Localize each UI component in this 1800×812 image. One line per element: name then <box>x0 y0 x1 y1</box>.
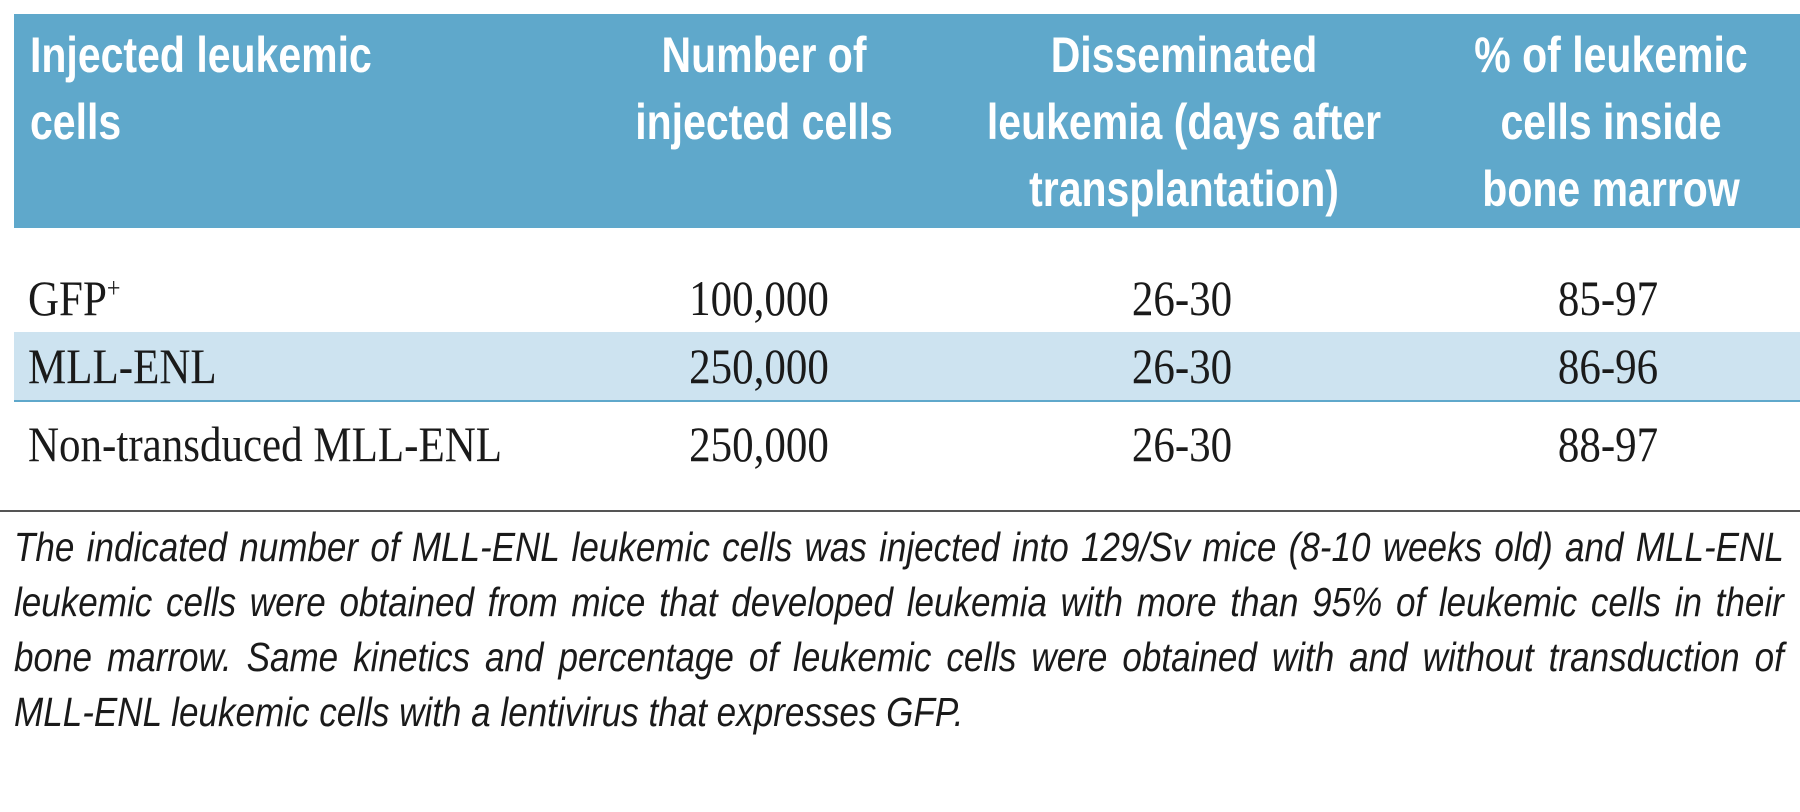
cell-injected-cells: MLL-ENL <box>28 332 217 400</box>
cell-text: 86-96 <box>1557 338 1659 394</box>
header-injected-leukemic-cells: Injected leukemic cells <box>30 22 372 156</box>
header-line: % of leukemic <box>1474 27 1748 83</box>
table-row: MLL-ENL 250,000 26-30 86-96 <box>14 332 1800 402</box>
header-line: Number of <box>661 27 867 83</box>
table-row: GFP+ 100,000 26-30 85-97 <box>14 264 1800 332</box>
cell-text: 26-30 <box>1131 416 1233 472</box>
header-line: cells inside <box>1500 94 1722 150</box>
header-line: injected cells <box>635 94 893 150</box>
table-body: GFP+ 100,000 26-30 85-97 MLL-ENL 250,000… <box>14 264 1800 478</box>
header-line: cells <box>30 94 122 150</box>
cell-text: 26-30 <box>1131 338 1233 394</box>
table-row: Non-transduced MLL-ENL 250,000 26-30 88-… <box>14 410 1800 478</box>
cell-text: Non-transduced MLL-ENL <box>28 416 503 472</box>
cell-text: 88-97 <box>1557 416 1659 472</box>
header-line: Disseminated <box>1050 27 1318 83</box>
table-footnote: The indicated number of MLL-ENL leukemic… <box>14 520 1800 740</box>
cell-text: GFP <box>28 270 107 326</box>
cell-text: 250,000 <box>689 416 829 472</box>
cell-text: MLL-ENL <box>28 338 217 394</box>
table-bottom-rule <box>0 510 1800 512</box>
header-line: leukemia (days after <box>986 94 1382 150</box>
cell-injected-cells: Non-transduced MLL-ENL <box>28 410 502 478</box>
cell-text: 85-97 <box>1557 270 1659 326</box>
header-line: transplantation) <box>1029 161 1339 217</box>
cell-text: 250,000 <box>689 338 829 394</box>
cell-text: 100,000 <box>689 270 829 326</box>
header-line: Injected leukemic <box>30 27 372 83</box>
header-line: bone marrow <box>1482 161 1740 217</box>
footnote-text: The indicated number of MLL-ENL leukemic… <box>14 524 1784 735</box>
superscript-plus: + <box>106 273 121 305</box>
table-header: Injected leukemic cells Number of inject… <box>14 14 1800 228</box>
cell-text: 26-30 <box>1131 270 1233 326</box>
data-table: Injected leukemic cells Number of inject… <box>14 14 1800 478</box>
cell-injected-cells: GFP+ <box>28 264 120 332</box>
